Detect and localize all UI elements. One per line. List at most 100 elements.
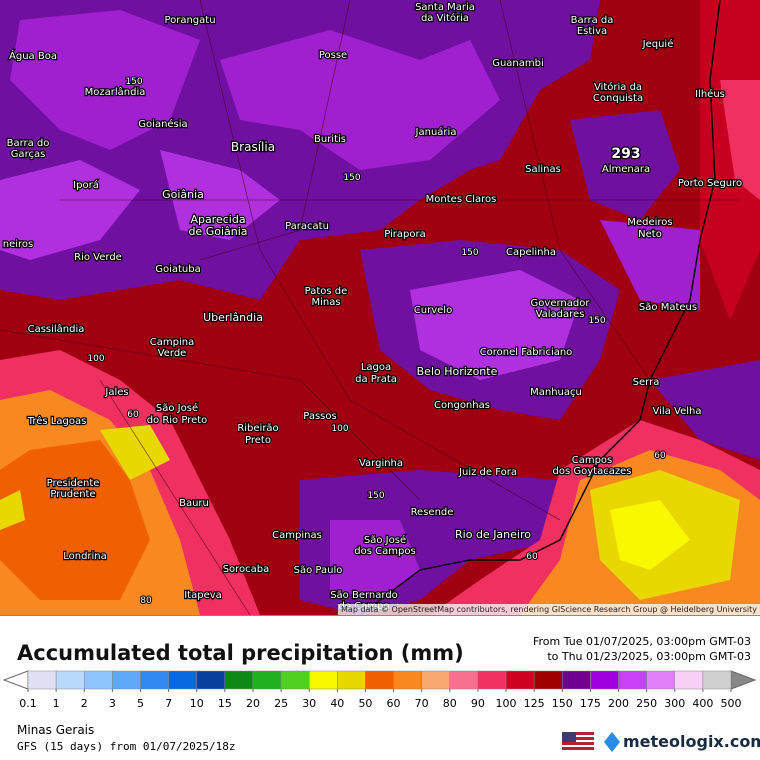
color-box	[196, 670, 226, 690]
city-label: Itapeva	[184, 590, 222, 601]
tick-label: 25	[274, 697, 288, 710]
city-label: Minas	[311, 297, 340, 308]
city-label: Verde	[158, 348, 187, 359]
color-box	[505, 670, 535, 690]
city-label: Patos de	[305, 286, 348, 297]
tick-label: 150	[552, 697, 573, 710]
color-box	[224, 670, 254, 690]
color-box	[618, 670, 647, 690]
contour-label: 80	[140, 596, 152, 606]
city-label: Uberlândia	[203, 311, 263, 324]
city-label: Porto Seguro	[678, 178, 742, 189]
tick-label: 0.1	[19, 697, 37, 710]
city-label: Jales	[104, 387, 128, 398]
color-box	[365, 670, 394, 690]
city-label: Santa Maria	[415, 2, 475, 13]
contour-label: 100	[331, 424, 348, 434]
city-label: Salinas	[525, 164, 561, 175]
city-label: Capelinha	[506, 247, 556, 258]
tick-label: 40	[330, 697, 344, 710]
colorbar-arrow	[2, 670, 29, 690]
city-label: Pirapora	[384, 229, 426, 240]
city-label: Conquista	[593, 93, 643, 104]
brand-logo	[604, 732, 620, 752]
city-label: Curvelo	[414, 305, 452, 316]
color-box	[674, 670, 704, 690]
tick-label: 15	[218, 697, 232, 710]
color-box	[702, 670, 732, 690]
tick-label: 10	[190, 697, 204, 710]
city-label: da Prata	[355, 374, 397, 385]
color-box	[55, 670, 85, 690]
tick-label: 60	[387, 697, 401, 710]
city-label: dos Campos	[354, 546, 415, 557]
city-label: Belo Horizonte	[417, 365, 498, 378]
brand: meteologix.com	[623, 732, 760, 751]
city-label: Preto	[245, 435, 271, 446]
city-label: Buritis	[314, 134, 346, 145]
city-label: Montes Claros	[426, 194, 497, 205]
color-box	[168, 670, 197, 690]
contour-labels: 150 150 150 100 60 150 60 60 80 100 150	[86, 76, 667, 607]
color-box	[477, 670, 507, 690]
city-label: Prudente	[50, 489, 95, 500]
city-label: Varginha	[359, 458, 403, 469]
city-label: Porangatu	[164, 15, 215, 26]
city-label: Medeiros	[627, 217, 672, 228]
city-label: Goiânia	[162, 188, 204, 201]
contour-label: 60	[654, 451, 666, 461]
city-label: Estiva	[577, 26, 607, 37]
city-label: da Vitória	[421, 12, 469, 24]
contour-label: 100	[87, 354, 104, 364]
city-label: Ilhéus	[695, 88, 725, 100]
city-label: Aparecida	[190, 213, 245, 226]
contour-label: 150	[125, 77, 142, 87]
city-label: dos Goytacazes	[553, 466, 632, 477]
city-label: Iporá	[73, 179, 99, 191]
color-box	[533, 670, 563, 690]
tick-label: 30	[302, 697, 316, 710]
city-label: Guanambi	[492, 58, 544, 69]
contour-label: 150	[461, 248, 478, 258]
city-label: Campos	[572, 455, 613, 466]
contour-label: 150	[588, 316, 605, 326]
color-box	[140, 670, 169, 690]
tick-label: 7	[165, 697, 172, 710]
city-label: Sorocaba	[223, 564, 270, 575]
color-box	[449, 670, 479, 690]
tick-label: 100	[496, 697, 517, 710]
city-label: Presidente	[47, 478, 100, 489]
city-label: Rio Verde	[74, 252, 122, 263]
city-label: do Rio Preto	[147, 415, 208, 426]
city-label: Goianésia	[138, 118, 187, 130]
city-label: Bauru	[179, 498, 209, 509]
tick-label: 90	[471, 697, 485, 710]
city-label: Barra do	[7, 138, 50, 149]
color-box	[112, 670, 141, 690]
color-box	[252, 670, 282, 690]
city-label: Cassilândia	[28, 323, 85, 335]
color-box	[280, 670, 310, 690]
map: Porangatu Santa Maria da Vitória Barra d…	[0, 0, 760, 616]
city-label: Coronel Fabriciano	[480, 347, 573, 358]
city-label: São Mateus	[639, 302, 697, 313]
contour-label: 60	[526, 552, 538, 562]
attribution: Map data © OpenStreetMap contributors, r…	[341, 605, 757, 614]
city-label: Ribeirão	[237, 423, 278, 434]
city-label: Congonhas	[434, 400, 490, 411]
city-label: Rio de Janeiro	[455, 528, 531, 541]
tick-label: 500	[721, 697, 742, 710]
tick-label: 50	[358, 697, 372, 710]
color-box	[421, 670, 451, 690]
city-label: São Paulo	[294, 565, 343, 576]
color-box	[27, 670, 57, 690]
city-label: Barra da	[571, 15, 614, 26]
city-label: Serra	[633, 377, 660, 388]
city-label: Vitória da	[594, 81, 642, 93]
model: GFS (15 days) from 01/07/2025/18z	[17, 740, 236, 753]
contour-label: 60	[127, 410, 139, 420]
tick-label: 3	[109, 697, 116, 710]
tick-label: 300	[664, 697, 685, 710]
colorbar-arrow	[730, 670, 757, 690]
